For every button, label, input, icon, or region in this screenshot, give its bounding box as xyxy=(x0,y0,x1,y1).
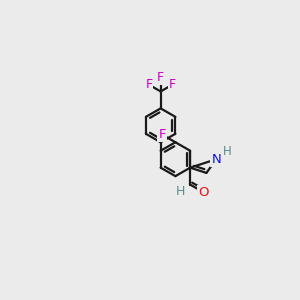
Text: F: F xyxy=(157,71,164,84)
Text: F: F xyxy=(158,128,166,141)
Text: H: H xyxy=(176,185,185,198)
Text: F: F xyxy=(169,78,176,91)
Text: H: H xyxy=(222,145,231,158)
Text: F: F xyxy=(145,78,152,91)
Text: N: N xyxy=(212,153,221,166)
Text: O: O xyxy=(198,186,209,199)
